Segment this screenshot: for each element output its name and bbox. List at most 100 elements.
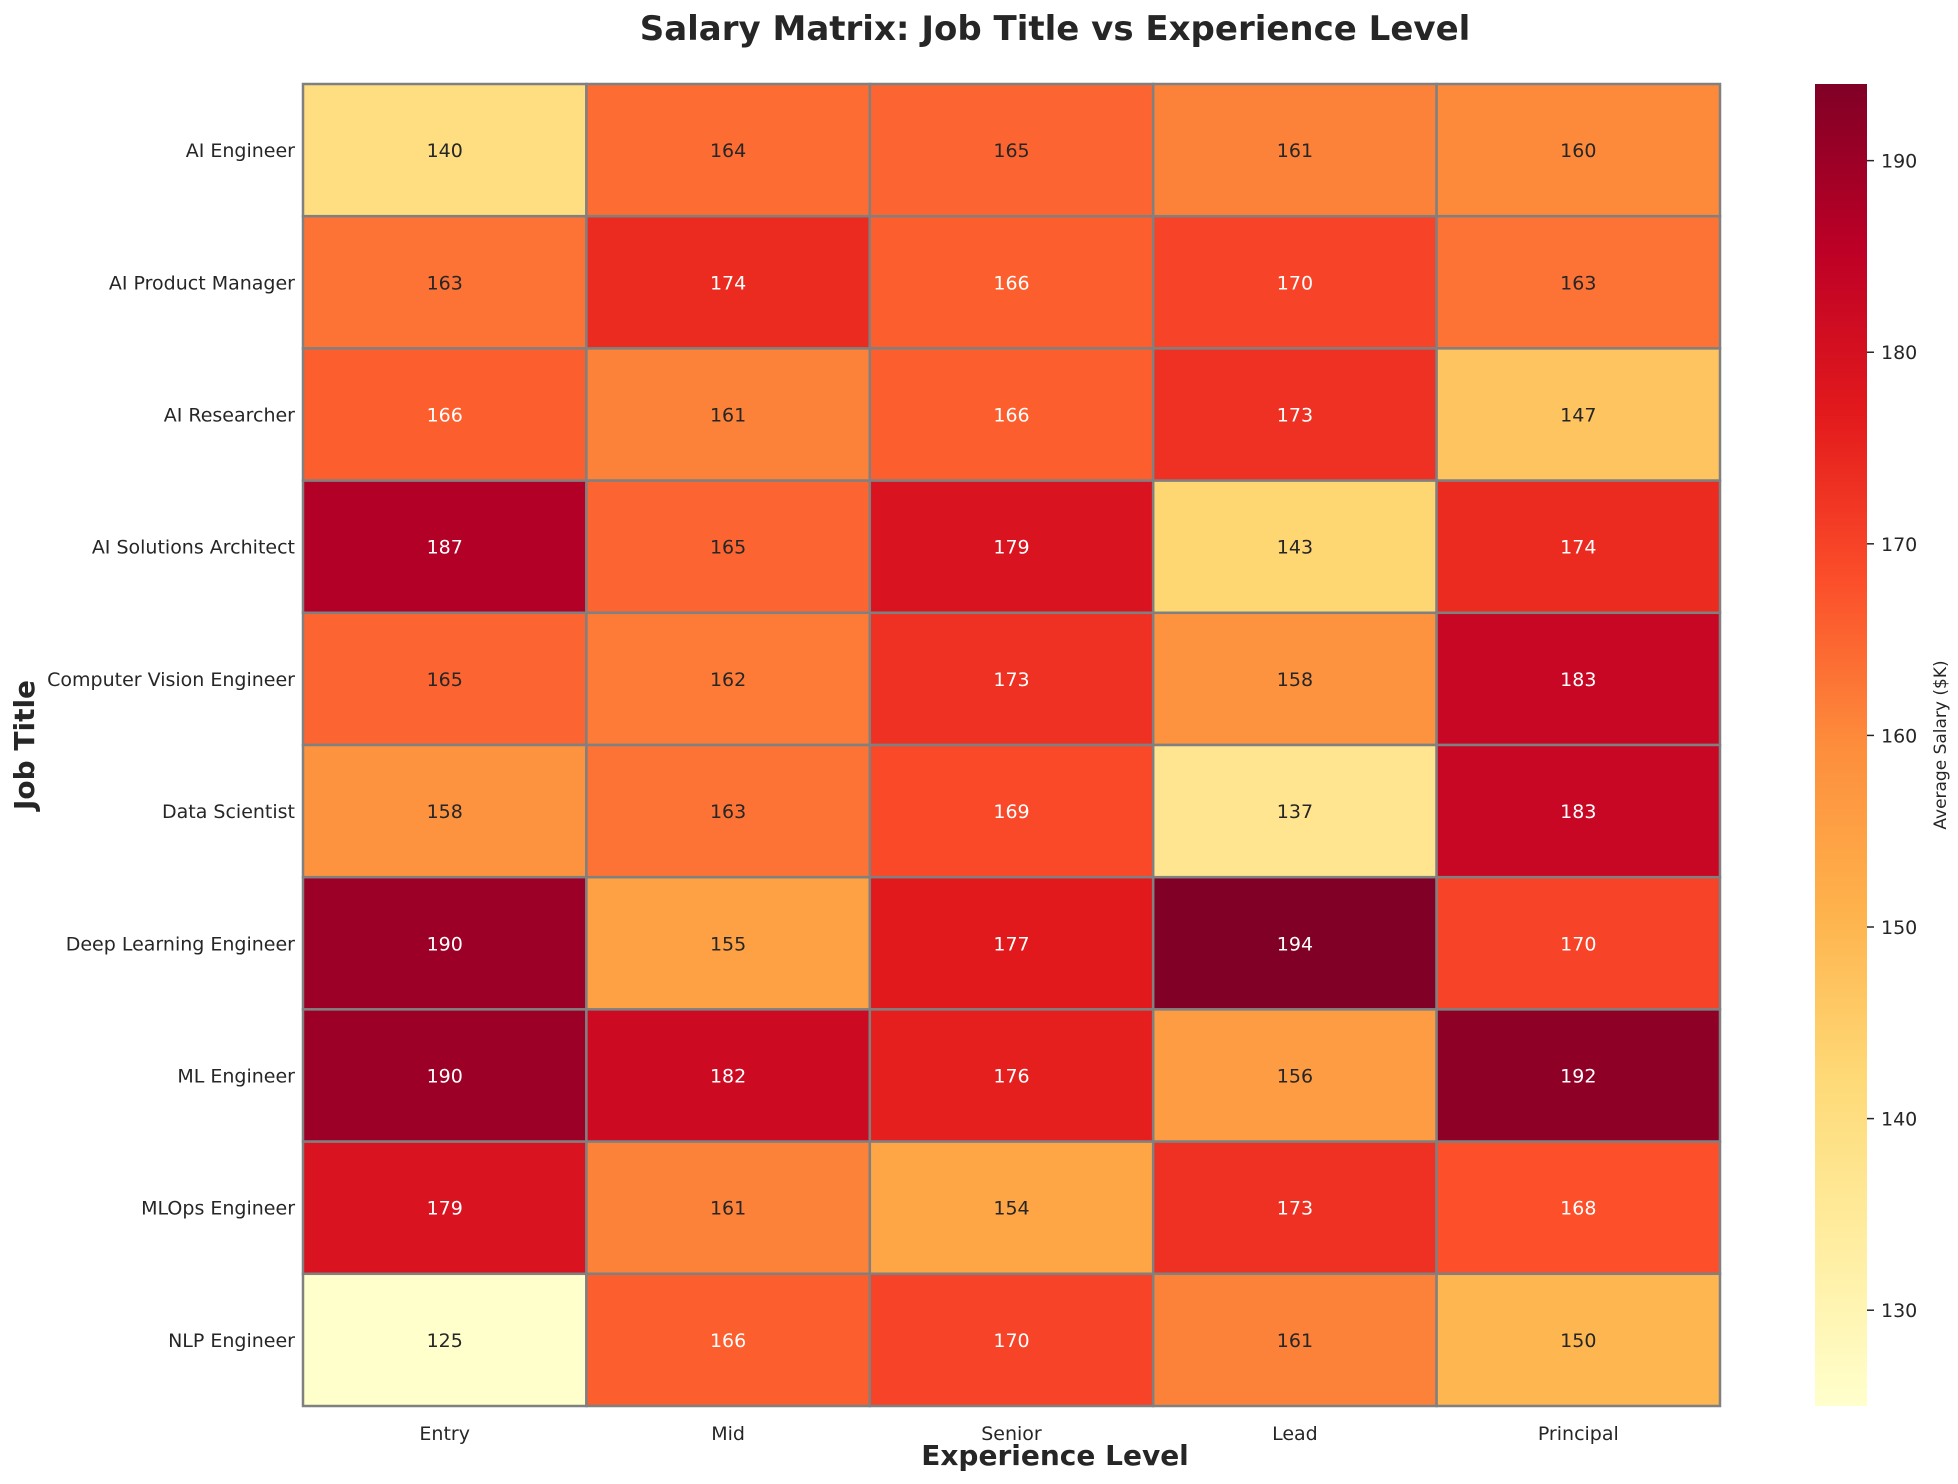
heatmap-cells — [301, 82, 1722, 1408]
cell-value-label: 166 — [993, 405, 1029, 427]
y-tick-labels: AI Engineer AI Product Manager AI Research… — [47, 140, 295, 1352]
y-tick-label: Computer Vision Engineer — [47, 669, 295, 691]
x-tick-label: Lead — [1272, 1423, 1318, 1445]
cell-value-label: 137 — [1277, 801, 1313, 823]
colorbar-tick-label: 190 — [1881, 151, 1917, 173]
cell-value-label: 163 — [710, 801, 746, 823]
heatmap-cell — [1435, 611, 1722, 747]
x-tick-labels: Entry Mid Senior Lead Principal — [419, 1423, 1618, 1445]
colorbar-tick-label: 180 — [1881, 342, 1917, 364]
cell-value-label: 155 — [710, 933, 746, 955]
x-tick-label: Mid — [711, 1423, 745, 1445]
cell-value-label: 173 — [1277, 405, 1313, 427]
cell-value-label: 161 — [710, 405, 746, 427]
cell-value-label: 182 — [710, 1066, 746, 1088]
cell-value-label: 156 — [1277, 1066, 1313, 1088]
cell-value-label: 190 — [427, 933, 463, 955]
colorbar-tick-label: 160 — [1881, 725, 1917, 747]
colorbar-tick-label: 150 — [1881, 917, 1917, 939]
y-tick-label: ML Engineer — [177, 1066, 295, 1088]
heatmap-cell — [301, 479, 588, 615]
x-axis-label: Experience Level — [921, 1439, 1189, 1472]
heatmap-cell — [585, 479, 872, 615]
chart-title: Salary Matrix: Job Title vs Experience L… — [640, 9, 1471, 49]
cell-value-label: 169 — [993, 801, 1029, 823]
cell-value-label: 179 — [993, 537, 1029, 559]
heatmap-cell — [585, 1008, 872, 1143]
heatmap-cell — [301, 82, 588, 218]
cell-value-label: 187 — [427, 537, 463, 559]
heatmap-cell — [868, 611, 1155, 747]
colorbar-label: Average Salary ($K) — [1931, 660, 1951, 829]
heatmap-cell — [585, 743, 872, 879]
heatmap-cell — [1435, 214, 1722, 350]
heatmap-cell — [1435, 1008, 1722, 1143]
cell-value-label: 125 — [427, 1330, 463, 1352]
heatmap-cell — [1151, 347, 1438, 482]
colorbar — [1815, 84, 1867, 1406]
heatmap-cell — [1435, 347, 1722, 482]
y-tick-label: AI Researcher — [164, 405, 295, 427]
cell-value-label: 165 — [710, 537, 746, 559]
cell-value-label: 166 — [993, 272, 1029, 294]
x-tick-label: Senior — [981, 1423, 1042, 1445]
heatmap-cell-labels: 140 164 165 161 160 163 174 166 170 163 166 161 166 1… — [427, 140, 1597, 1352]
cell-value-label: 140 — [427, 140, 463, 162]
y-tick-label: Deep Learning Engineer — [66, 933, 295, 955]
cell-value-label: 143 — [1277, 537, 1313, 559]
x-tick-label: Principal — [1538, 1423, 1619, 1445]
cell-value-label: 174 — [1560, 537, 1596, 559]
heatmap-cell — [1151, 479, 1438, 615]
y-axis-label: Job Title — [8, 680, 41, 812]
cell-value-label: 183 — [1560, 669, 1596, 691]
cell-value-label: 158 — [1277, 669, 1313, 691]
cell-value-label: 162 — [710, 669, 746, 691]
cell-value-label: 168 — [1560, 1198, 1596, 1220]
y-tick-label: AI Product Manager — [109, 272, 295, 294]
heatmap-cell — [585, 1272, 872, 1408]
cell-value-label: 147 — [1560, 405, 1596, 427]
heatmap-cell — [868, 1008, 1155, 1143]
cell-value-label: 173 — [993, 669, 1029, 691]
cell-value-label: 183 — [1560, 801, 1596, 823]
colorbar-tick-label: 170 — [1881, 534, 1917, 556]
cell-value-label: 154 — [993, 1198, 1029, 1220]
cell-value-label: 173 — [1277, 1198, 1313, 1220]
heatmap-cell — [868, 1272, 1155, 1408]
heatmap-cell — [1435, 875, 1722, 1011]
cell-value-label: 192 — [1560, 1066, 1596, 1088]
colorbar-tick-label: 140 — [1881, 1109, 1917, 1131]
heatmap-cell — [585, 82, 872, 218]
heatmap-cell — [585, 1140, 872, 1276]
y-tick-label: NLP Engineer — [168, 1330, 295, 1352]
cell-value-label: 163 — [427, 272, 463, 294]
cell-value-label: 166 — [427, 405, 463, 427]
y-tick-label: MLOps Engineer — [141, 1198, 295, 1220]
cell-value-label: 150 — [1560, 1330, 1596, 1352]
heatmap-cell — [1435, 743, 1722, 879]
cell-value-label: 174 — [710, 272, 746, 294]
heatmap-cell — [301, 1008, 588, 1143]
heatmap-cell — [301, 1272, 588, 1408]
heatmap-cell — [1435, 1272, 1722, 1408]
heatmap-cell — [1151, 743, 1438, 879]
cell-value-label: 161 — [710, 1198, 746, 1220]
x-tick-label: Entry — [419, 1423, 470, 1445]
cell-value-label: 165 — [993, 140, 1029, 162]
cell-value-label: 190 — [427, 1066, 463, 1088]
cell-value-label: 194 — [1277, 933, 1313, 955]
cell-value-label: 166 — [710, 1330, 746, 1352]
cell-value-label: 170 — [1277, 272, 1313, 294]
heatmap-cell — [301, 214, 588, 350]
heatmap-cell — [585, 611, 872, 747]
heatmap-cell — [301, 875, 588, 1011]
cell-value-label: 176 — [993, 1066, 1029, 1088]
cell-value-label: 161 — [1277, 140, 1313, 162]
cell-value-label: 170 — [1560, 933, 1596, 955]
cell-value-label: 165 — [427, 669, 463, 691]
colorbar-tick-label: 130 — [1881, 1300, 1917, 1322]
y-tick-label: Data Scientist — [162, 801, 295, 823]
cell-value-label: 177 — [993, 933, 1029, 955]
y-tick-label: AI Engineer — [186, 140, 295, 162]
